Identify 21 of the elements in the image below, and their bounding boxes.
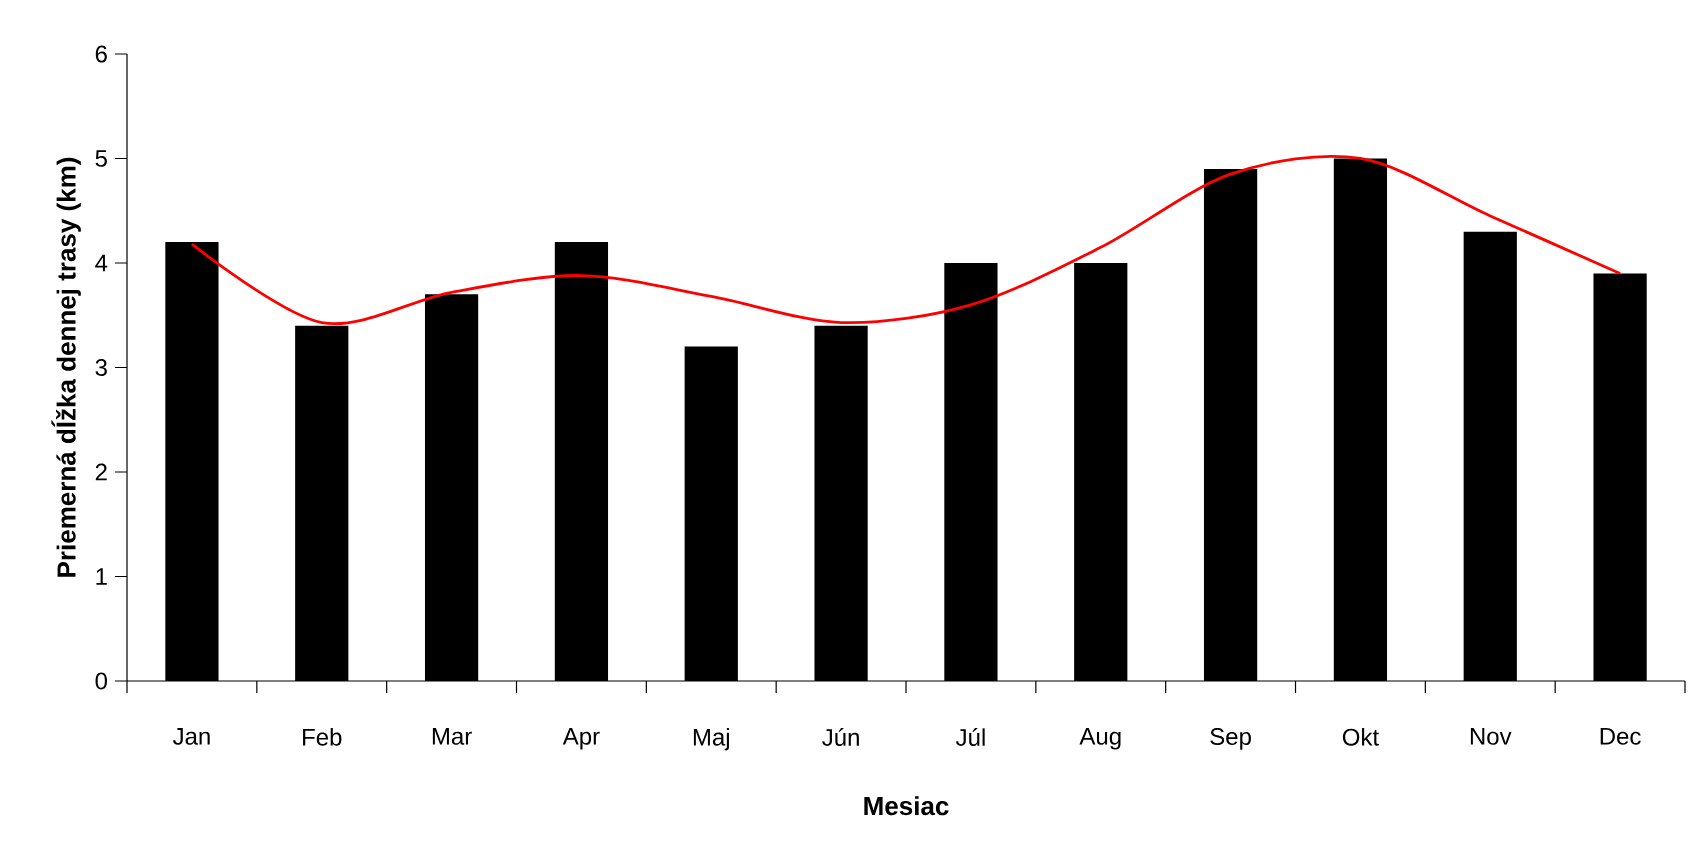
x-tick-label: Mar — [432, 728, 472, 745]
x-tick-label: Sep — [1210, 728, 1251, 750]
x-tick-label: Nov — [1470, 728, 1512, 745]
x-tick-label: Jún — [822, 728, 859, 746]
y-tick-label: 6 — [95, 45, 107, 63]
x-tick-label: Júl — [955, 728, 985, 746]
y-tick-label: 3 — [95, 359, 107, 376]
x-tick-label: Aug — [1079, 728, 1121, 750]
x-tick-label: Dec — [1600, 728, 1641, 745]
x-tick-label: Okt — [1342, 728, 1379, 746]
y-tick-label: 5 — [95, 150, 107, 167]
y-tick-label: 1 — [96, 568, 107, 585]
x-tick-label: Apr — [562, 728, 600, 750]
x-tick-label: Maj — [693, 728, 729, 751]
y-tick-label: 0 — [95, 672, 108, 690]
y-tick-label: 2 — [95, 463, 107, 481]
x-axis-title: Mesiac — [864, 796, 949, 816]
y-tick-label: 4 — [95, 254, 108, 272]
x-tick-label: Feb — [303, 728, 342, 746]
y-axis-title: Priemerná dĺžka dennej trasy (km) — [51, 157, 81, 577]
x-tick-label: Jan — [172, 728, 210, 745]
